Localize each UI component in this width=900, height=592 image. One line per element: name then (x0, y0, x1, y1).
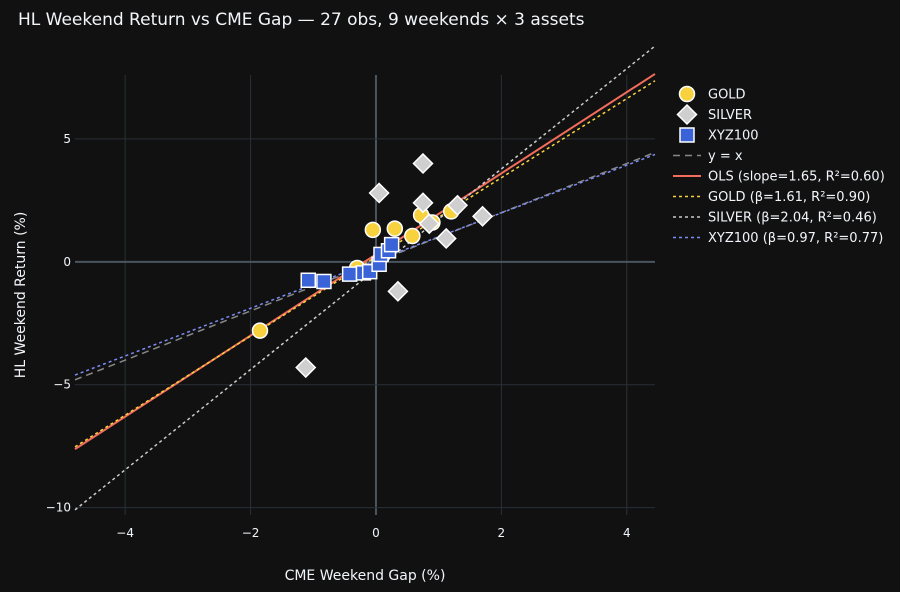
legend-gold-symbol (678, 85, 696, 103)
x-tick-label: 0 (372, 526, 380, 540)
y-tick-label: 5 (63, 132, 71, 146)
x-tick-label: 4 (623, 526, 631, 540)
legend-xyz100-symbol (679, 127, 695, 143)
y-tick-label: −10 (46, 501, 71, 515)
legend-xyz100-label: XYZ100 (708, 129, 759, 144)
gold-point (404, 227, 421, 245)
data-points (251, 152, 494, 379)
silver-point (368, 182, 390, 204)
fit-line-ols (74, 73, 656, 450)
fit-line-xyz100 (74, 153, 656, 376)
silver-point (446, 194, 469, 216)
xyz100-point (300, 272, 317, 289)
silver-point (387, 280, 409, 302)
legend-silver-label: SILVER (β=2.04, R²=0.46) (708, 211, 877, 226)
silver-point (412, 152, 434, 175)
xyz100-point (316, 273, 332, 290)
gold-point (386, 220, 404, 237)
y-axis-label: HL Weekend Return (%) (13, 212, 29, 379)
legend: GOLD SILVER XYZ100 y = x OLS (slope=1.65, R²… (673, 85, 885, 246)
fit-lines (74, 45, 656, 511)
legend-ols-label: OLS (slope=1.65, R²=0.60) (708, 170, 885, 185)
fit-line-silver (74, 45, 656, 511)
y-tick-label: −5 (53, 378, 71, 392)
legend-gold-label: GOLD (β=1.61, R²=0.90) (708, 190, 870, 205)
gold-point (251, 322, 269, 339)
xyz100-point (383, 236, 400, 253)
legend-silver-label: SILVER (708, 108, 752, 123)
silver-point (295, 356, 317, 379)
silver-point (412, 192, 434, 214)
xyz100-point (341, 266, 358, 282)
legend-xyz100-label: XYZ100 (β=0.97, R²=0.77) (708, 231, 883, 246)
x-axis-label: CME Weekend Gap (%) (285, 568, 446, 584)
grid-lines (75, 75, 655, 515)
legend-silver-symbol (676, 103, 698, 126)
silver-point (472, 205, 494, 227)
x-tick-label: −4 (116, 526, 134, 540)
y-tick-label: 0 (63, 255, 71, 269)
x-tick-label: 2 (498, 526, 506, 540)
fit-line-y (74, 151, 656, 381)
legend-y-label: y = x (708, 149, 743, 164)
tick-labels: −4 −2 0 2 4 −10 −5 0 5 (46, 132, 631, 540)
fit-line-gold (74, 80, 656, 448)
x-tick-label: −2 (242, 526, 260, 540)
silver-point (418, 213, 440, 235)
gold-point (364, 221, 382, 239)
silver-point (435, 227, 457, 250)
legend-gold-label: GOLD (708, 88, 746, 103)
chart-title: HL Weekend Return vs CME Gap — 27 obs, 9… (18, 10, 585, 30)
